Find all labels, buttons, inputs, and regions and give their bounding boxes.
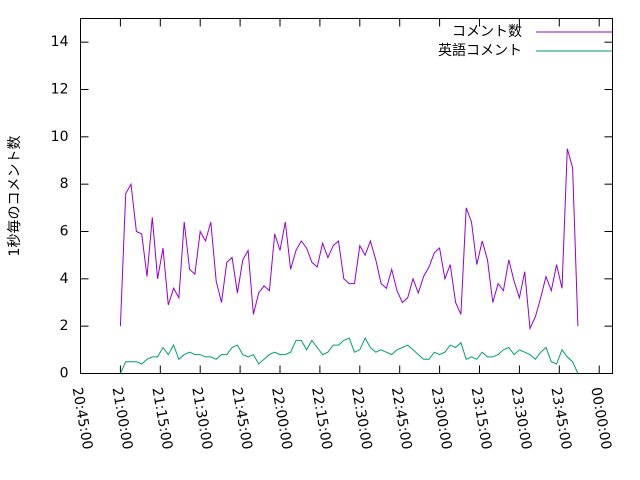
- y-tick-label: 14: [51, 34, 69, 50]
- x-tick-label: 22:15:00: [308, 386, 335, 451]
- y-tick-label: 0: [60, 366, 69, 382]
- y-tick-label: 4: [60, 271, 69, 287]
- x-tick-label: 23:45:00: [547, 386, 574, 451]
- x-tick-label: 21:15:00: [148, 386, 175, 451]
- plot-frame: [80, 18, 613, 374]
- y-tick-label: 6: [60, 224, 69, 240]
- x-tick-label: 00:00:00: [587, 386, 614, 451]
- data-line: [119, 148, 579, 331]
- x-tick-label: 20:45:00: [69, 386, 96, 451]
- y-tick-label: 12: [51, 82, 69, 98]
- x-tick-label: 22:30:00: [348, 386, 375, 451]
- legend-label: コメント数: [452, 24, 522, 40]
- y-tick-label: 8: [60, 176, 69, 192]
- y-axis-label: 1秒毎のコメント数: [7, 136, 23, 257]
- x-tick-label: 21:30:00: [188, 386, 215, 451]
- x-tick-label: 23:00:00: [428, 386, 455, 451]
- y-tick-label: 10: [51, 129, 69, 145]
- legend-label: 英語コメント: [438, 42, 522, 59]
- data-line: [119, 336, 579, 374]
- x-tick-label: 23:30:00: [508, 386, 535, 451]
- x-tick-label: 21:45:00: [228, 386, 255, 451]
- y-tick-label: 2: [60, 318, 69, 334]
- x-tick-label: 22:45:00: [388, 386, 415, 451]
- x-tick-label: 21:00:00: [109, 386, 136, 451]
- x-tick-label: 23:15:00: [468, 386, 495, 451]
- x-tick-label: 22:00:00: [268, 386, 295, 451]
